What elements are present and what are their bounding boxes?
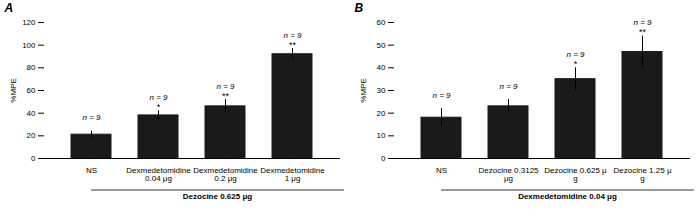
svg-text:n = 9: n = 9 <box>149 93 168 102</box>
svg-text:50: 50 <box>377 41 386 50</box>
svg-text:Dezocine 1.25 μg: Dezocine 1.25 μg <box>614 166 672 183</box>
svg-text:*: * <box>157 102 161 112</box>
svg-text:B: B <box>355 1 364 15</box>
svg-text:Dezocine 0.625 μg: Dezocine 0.625 μg <box>183 192 252 201</box>
svg-text:A: A <box>4 1 14 15</box>
svg-text:NS: NS <box>436 166 447 175</box>
svg-text:0: 0 <box>31 154 36 163</box>
svg-text:NS: NS <box>86 166 97 175</box>
svg-text:80: 80 <box>27 63 36 72</box>
svg-text:n = 9: n = 9 <box>216 82 235 91</box>
svg-text:Dezocine 0.3125μg: Dezocine 0.3125μg <box>478 166 539 183</box>
svg-text:Dexmedetomidine 0.04 μg: Dexmedetomidine 0.04 μg <box>518 192 617 201</box>
svg-text:120: 120 <box>22 18 36 27</box>
svg-text:%MPE: %MPE <box>9 78 18 102</box>
svg-text:20: 20 <box>27 131 36 140</box>
svg-text:n = 9: n = 9 <box>499 82 518 91</box>
svg-text:30: 30 <box>377 86 386 95</box>
svg-text:n = 9: n = 9 <box>566 50 585 59</box>
svg-text:100: 100 <box>22 41 36 50</box>
svg-text:20: 20 <box>377 109 386 118</box>
svg-text:n = 9: n = 9 <box>633 18 652 27</box>
svg-text:60: 60 <box>377 18 386 27</box>
svg-text:Dexmedetomidine1 μg: Dexmedetomidine1 μg <box>260 166 325 183</box>
svg-text:40: 40 <box>377 63 386 72</box>
svg-text:**: ** <box>222 91 230 101</box>
svg-text:n = 9: n = 9 <box>82 113 101 122</box>
svg-text:10: 10 <box>377 131 386 140</box>
svg-text:**: ** <box>289 40 297 50</box>
svg-text:**: ** <box>639 27 647 37</box>
svg-text:60: 60 <box>27 86 36 95</box>
svg-text:Dezocine 0.625 μg: Dezocine 0.625 μg <box>544 166 607 183</box>
svg-text:Dexmedetomidine0.04 μg: Dexmedetomidine0.04 μg <box>126 166 191 183</box>
svg-text:Dexmedetomidine0.2 μg: Dexmedetomidine0.2 μg <box>193 166 258 183</box>
svg-text:*: * <box>574 59 578 69</box>
svg-text:40: 40 <box>27 109 36 118</box>
svg-text:n = 9: n = 9 <box>432 91 451 100</box>
svg-text:%MPE: %MPE <box>359 78 368 102</box>
svg-text:n = 9: n = 9 <box>283 31 302 40</box>
svg-text:0: 0 <box>381 154 386 163</box>
